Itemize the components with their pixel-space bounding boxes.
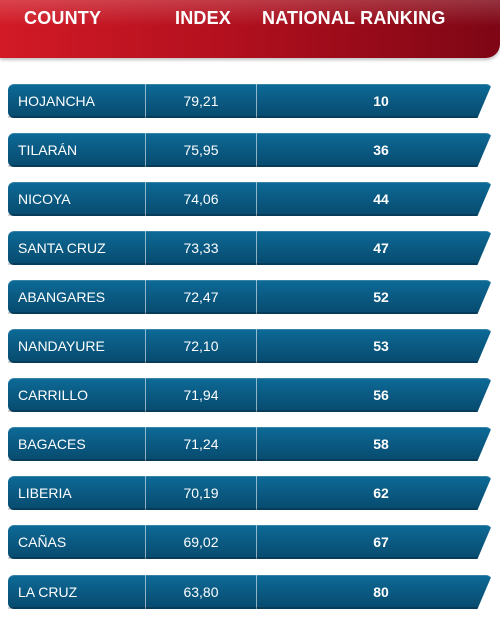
table-row: HOJANCHA 79,21 10 (8, 84, 492, 118)
national-ranking-column-header: NATIONAL RANKING (262, 8, 446, 28)
ranking-cell: 58 (373, 436, 389, 452)
index-cell: 71,24 (183, 436, 219, 452)
county-column-header: COUNTY (24, 8, 102, 28)
index-cell: 69,02 (183, 534, 219, 550)
index-column-header: INDEX (175, 8, 232, 28)
table-header: COUNTY INDEX NATIONAL RANKING (0, 0, 500, 58)
table-row: ABANGARES 72,47 52 (8, 280, 492, 314)
index-cell: 75,95 (183, 142, 219, 158)
index-cell: 79,21 (183, 93, 219, 109)
index-cell: 63,80 (183, 584, 219, 600)
county-cell: NICOYA (18, 191, 71, 207)
ranking-cell: 47 (373, 240, 389, 256)
county-cell: CARRILLO (18, 387, 89, 403)
ranking-cell: 44 (373, 191, 389, 207)
ranking-cell: 53 (373, 338, 389, 354)
ranking-cell: 36 (373, 142, 389, 158)
county-cell: HOJANCHA (18, 93, 96, 109)
table-row: BAGACES 71,24 58 (8, 427, 492, 461)
county-cell: NANDAYURE (18, 338, 105, 354)
county-cell: CAÑAS (18, 534, 67, 550)
county-cell: LA CRUZ (18, 584, 78, 600)
table-row: CAÑAS 69,02 67 (8, 525, 492, 559)
ranking-cell: 52 (373, 289, 389, 305)
table-row: NICOYA 74,06 44 (8, 182, 492, 216)
ranking-cell: 56 (373, 387, 389, 403)
index-cell: 72,10 (183, 338, 219, 354)
ranking-cell: 62 (373, 485, 389, 501)
ranking-cell: 67 (373, 534, 389, 550)
county-cell: BAGACES (18, 436, 86, 452)
ranking-cell: 80 (373, 584, 389, 600)
table-row: TILARÁN 75,95 36 (8, 133, 492, 167)
table-row: CARRILLO 71,94 56 (8, 378, 492, 412)
index-cell: 70,19 (183, 485, 219, 501)
table-row: LA CRUZ 63,80 80 (8, 575, 492, 609)
index-cell: 73,33 (183, 240, 219, 256)
table-row: SANTA CRUZ 73,33 47 (8, 231, 492, 265)
county-cell: TILARÁN (18, 142, 78, 158)
index-cell: 72,47 (183, 289, 219, 305)
county-cell: SANTA CRUZ (18, 240, 106, 256)
table-row: NANDAYURE 72,10 53 (8, 329, 492, 363)
county-cell: ABANGARES (18, 289, 106, 305)
index-cell: 71,94 (183, 387, 219, 403)
index-cell: 74,06 (183, 191, 219, 207)
table-row: LIBERIA 70,19 62 (8, 476, 492, 510)
ranking-cell: 10 (373, 93, 389, 109)
county-cell: LIBERIA (18, 485, 72, 501)
